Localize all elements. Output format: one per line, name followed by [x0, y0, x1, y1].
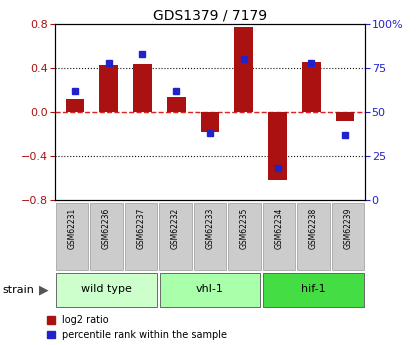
Text: GSM62233: GSM62233 [205, 207, 215, 249]
Text: vhl-1: vhl-1 [196, 284, 224, 294]
Bar [336, 112, 354, 121]
Text: GSM62238: GSM62238 [309, 207, 318, 249]
Bar [125, 203, 157, 270]
Bar [167, 97, 186, 112]
Bar [302, 61, 320, 112]
Text: GSM62235: GSM62235 [240, 207, 249, 249]
Bar [297, 203, 330, 270]
Bar [133, 64, 152, 112]
Bar [55, 203, 88, 270]
Bar [263, 203, 295, 270]
Bar [100, 65, 118, 112]
Bar [332, 203, 365, 270]
Bar [201, 112, 219, 132]
Text: GSM62232: GSM62232 [171, 207, 180, 249]
Bar [263, 273, 364, 307]
Bar [228, 203, 261, 270]
Text: strain: strain [2, 285, 34, 295]
Text: ▶: ▶ [39, 283, 48, 296]
Text: GSM62236: GSM62236 [102, 207, 111, 249]
Bar [159, 203, 192, 270]
Bar [90, 203, 123, 270]
Bar [56, 273, 157, 307]
Text: GSM62237: GSM62237 [136, 207, 145, 249]
Bar [160, 273, 260, 307]
Text: GSM62234: GSM62234 [275, 207, 284, 249]
Bar [234, 28, 253, 112]
Text: GSM62231: GSM62231 [67, 207, 76, 249]
Text: wild type: wild type [81, 284, 132, 294]
Bar [194, 203, 226, 270]
Legend: log2 ratio, percentile rank within the sample: log2 ratio, percentile rank within the s… [47, 315, 227, 340]
Text: hif-1: hif-1 [301, 284, 326, 294]
Title: GDS1379 / 7179: GDS1379 / 7179 [153, 9, 267, 23]
Bar [66, 99, 84, 112]
Bar [268, 112, 287, 180]
Text: GSM62239: GSM62239 [344, 207, 353, 249]
